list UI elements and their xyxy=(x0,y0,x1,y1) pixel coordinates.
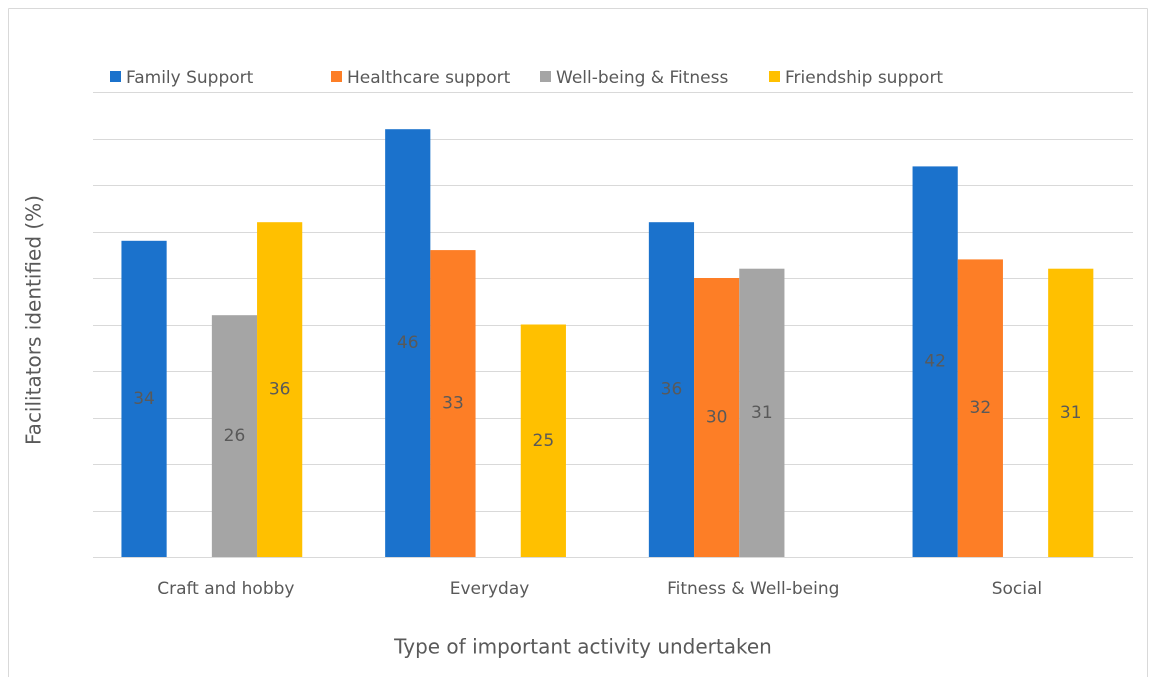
data-label: 25 xyxy=(533,431,555,451)
legend-swatch xyxy=(110,71,121,82)
legend-label: Friendship support xyxy=(785,68,943,88)
legend-swatch xyxy=(540,71,551,82)
bar xyxy=(648,222,695,557)
data-label: 26 xyxy=(224,426,246,446)
legend-label: Well-being & Fitness xyxy=(556,68,728,88)
bar xyxy=(211,315,258,557)
x-axis-title: Type of important activity undertaken xyxy=(393,635,772,659)
bar xyxy=(520,324,566,557)
data-label: 46 xyxy=(397,333,419,353)
data-label: 31 xyxy=(751,403,773,423)
data-label: 30 xyxy=(706,408,728,428)
data-label: 36 xyxy=(661,380,683,400)
bar xyxy=(430,250,476,557)
bar xyxy=(257,222,303,557)
legend-swatch xyxy=(769,71,780,82)
bar xyxy=(957,259,1003,557)
bar xyxy=(385,129,431,557)
x-tick-label: Craft and hobby xyxy=(157,579,294,599)
y-axis-title: Facilitators identified (%) xyxy=(22,195,46,445)
legend-swatch xyxy=(331,71,342,82)
bar xyxy=(1048,268,1094,557)
data-label: 34 xyxy=(133,389,155,409)
x-tick-label: Social xyxy=(992,579,1042,599)
bar xyxy=(912,166,958,557)
data-label: 42 xyxy=(924,352,946,372)
data-label: 33 xyxy=(442,394,464,414)
bar xyxy=(121,240,167,558)
bar xyxy=(694,278,740,557)
legend-label: Healthcare support xyxy=(347,68,511,88)
data-label: 36 xyxy=(269,380,291,400)
x-tick-label: Fitness & Well-being xyxy=(667,579,839,599)
bar xyxy=(739,268,785,557)
legend-label: Family Support xyxy=(126,68,254,88)
x-tick-label: Everyday xyxy=(450,579,530,599)
data-label: 31 xyxy=(1060,403,1082,423)
data-label: 32 xyxy=(970,398,992,418)
